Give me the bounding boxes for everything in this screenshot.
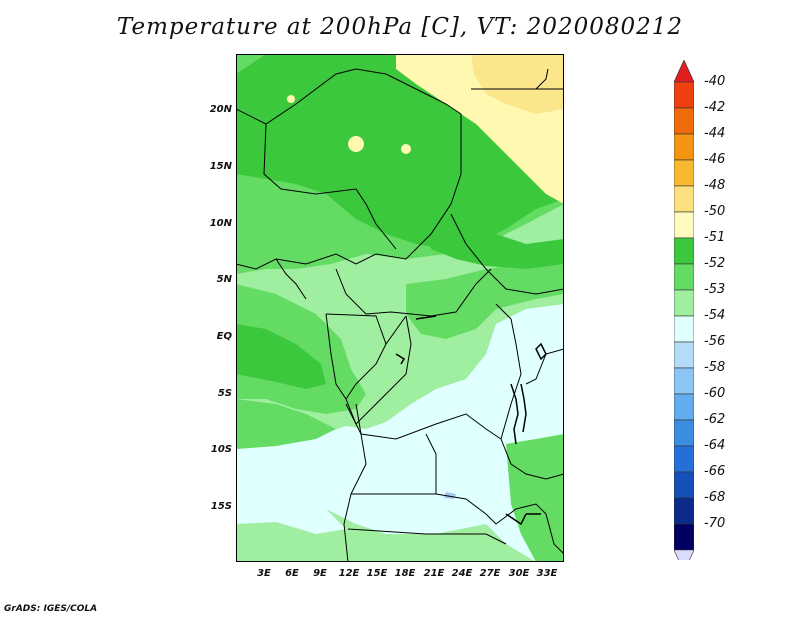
field-pale-cyan-southwest [236, 494, 346, 534]
xtick-label: 33E [536, 568, 558, 579]
temperature-map [236, 54, 564, 562]
colorbar-swatch [674, 159, 694, 187]
colorbar-swatch [674, 185, 694, 213]
xtick-label: 21E [423, 568, 445, 579]
field-yellow [471, 54, 564, 114]
field-pale-spot [401, 144, 411, 154]
field-pale-spot [348, 136, 364, 152]
colorbar-swatch [674, 367, 694, 395]
colorbar-swatch [674, 107, 694, 135]
xtick-label: 3E [257, 568, 271, 579]
colorbar-label: -48 [704, 178, 726, 193]
xtick-label: 12E [338, 568, 360, 579]
colorbar-label: -53 [704, 282, 726, 297]
xtick-label: 30E [508, 568, 530, 579]
footer-credit: GrADS: IGES/COLA [4, 604, 98, 614]
colorbar-label: -51 [704, 230, 726, 245]
colorbar-swatch [674, 289, 694, 317]
colorbar-swatch [674, 237, 694, 265]
ytick-label: 20N [209, 104, 232, 115]
field-pale-cyan-south [236, 304, 564, 562]
coast-lines [395, 315, 547, 526]
colorbar-label: -66 [704, 464, 726, 479]
ytick-label: EQ [216, 331, 232, 342]
colorbar-label: -50 [704, 204, 726, 219]
field-dark-green-north [236, 54, 564, 249]
field-mid-green-southeast [506, 434, 564, 562]
colorbar-cap-top [674, 60, 694, 83]
colorbar-swatch [674, 497, 694, 525]
ytick-label: 5N [216, 274, 232, 285]
colorbar-label: -54 [704, 308, 726, 323]
ytick-label: 15N [209, 161, 232, 172]
field-pale-spot [287, 95, 295, 103]
colorbar-swatch [674, 445, 694, 473]
colorbar-label: -62 [704, 412, 726, 427]
xtick-label: 6E [285, 568, 299, 579]
colorbar [674, 60, 694, 560]
ytick-label: 5S [217, 388, 232, 399]
colorbar-swatch [674, 211, 694, 239]
colorbar-swatch [674, 81, 694, 109]
colorbar-cap-bottom [674, 549, 694, 560]
xtick-label: 27E [479, 568, 501, 579]
field-dark-green-center [426, 219, 564, 269]
xtick-label: 18E [394, 568, 416, 579]
colorbar-label: -58 [704, 360, 726, 375]
colorbar-label: -44 [704, 126, 726, 141]
colorbar-swatch [674, 419, 694, 447]
xtick-label: 9E [313, 568, 327, 579]
map-frame [236, 54, 564, 562]
xtick-label: 24E [451, 568, 473, 579]
colorbar-swatch [674, 523, 694, 551]
colorbar-label: -52 [704, 256, 726, 271]
field-mid-green-center [406, 259, 564, 339]
colorbar-label: -68 [704, 490, 726, 505]
colorbar-swatch [674, 263, 694, 291]
xtick-label: 15E [366, 568, 388, 579]
colorbar-swatch [674, 393, 694, 421]
field-mid-green-south [236, 399, 336, 449]
colorbar-label: -42 [704, 100, 726, 115]
colorbar-label: -70 [704, 516, 726, 531]
ytick-label: 10S [210, 444, 232, 455]
colorbar-label: -56 [704, 334, 726, 349]
country-borders [236, 68, 564, 562]
ytick-label: 10N [209, 218, 232, 229]
field-dark-green-west [236, 324, 326, 389]
colorbar-swatch [674, 315, 694, 343]
colorbar-swatch [674, 471, 694, 499]
colorbar-swatch [674, 341, 694, 369]
colorbar-swatch [674, 133, 694, 161]
ytick-label: 15S [210, 501, 232, 512]
colorbar-label: -40 [704, 74, 726, 89]
colorbar-label: -60 [704, 386, 726, 401]
chart-title: Temperature at 200hPa [C], VT: 202008021… [116, 14, 684, 40]
colorbar-label: -64 [704, 438, 726, 453]
colorbar-label: -46 [704, 152, 726, 167]
